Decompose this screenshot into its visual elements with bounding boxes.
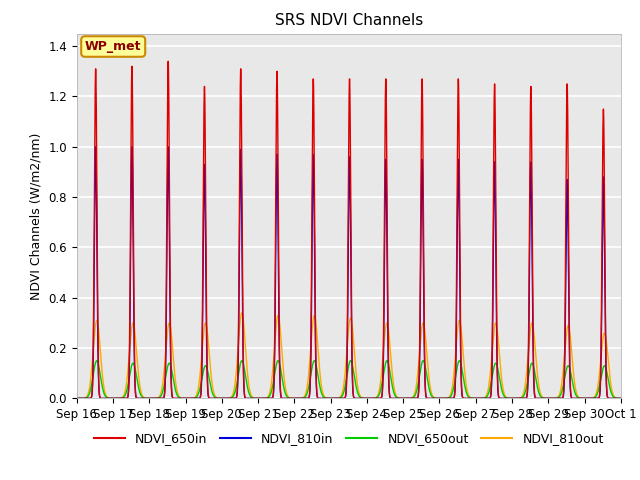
Title: SRS NDVI Channels: SRS NDVI Channels — [275, 13, 423, 28]
Legend: NDVI_650in, NDVI_810in, NDVI_650out, NDVI_810out: NDVI_650in, NDVI_810in, NDVI_650out, NDV… — [89, 428, 609, 451]
Text: WP_met: WP_met — [85, 40, 141, 53]
Y-axis label: NDVI Channels (W/m2/nm): NDVI Channels (W/m2/nm) — [30, 132, 43, 300]
